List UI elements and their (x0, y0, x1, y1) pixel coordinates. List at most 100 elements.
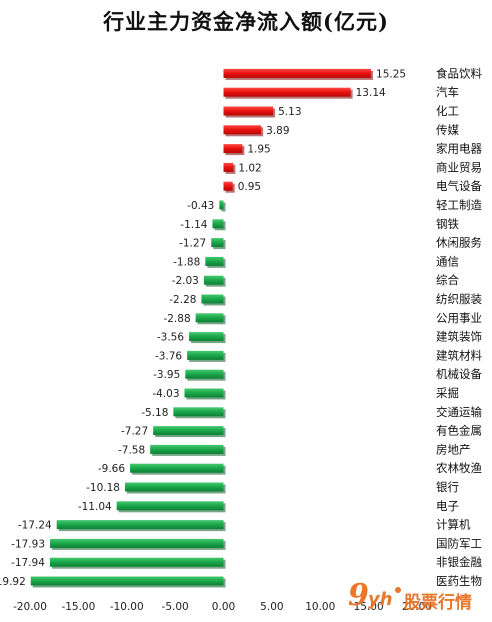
value-label: -2.88 (163, 313, 190, 325)
watermark-text: 股票行情 (404, 592, 472, 613)
value-label: 0.95 (238, 181, 261, 193)
category-label: 非银金融 (436, 555, 482, 569)
bar-电气设备 (223, 181, 233, 191)
bar-建筑装饰 (189, 332, 224, 342)
chart-title: 行业主力资金净流入额(亿元) (103, 9, 389, 34)
value-label: -3.95 (153, 369, 180, 381)
bar-轻工制造 (219, 200, 224, 210)
bar-非银金融 (49, 557, 224, 567)
category-label: 纺织服装 (436, 292, 482, 306)
x-tick-label: 15.00 (354, 601, 384, 613)
category-label: 机械设备 (436, 367, 482, 381)
value-label: -1.88 (173, 256, 200, 268)
category-label: 建筑材料 (436, 348, 482, 362)
category-label: 轻工制造 (436, 198, 482, 212)
bar-汽车 (223, 87, 351, 97)
value-label: 1.02 (238, 162, 261, 174)
bar-电子 (116, 501, 224, 511)
value-label: -1.14 (180, 219, 207, 231)
value-label: -9.66 (98, 463, 125, 475)
category-label: 建筑装饰 (436, 330, 482, 344)
category-label: 家用电器 (436, 142, 482, 156)
category-label: 商业贸易 (436, 160, 482, 174)
category-label: 电气设备 (436, 179, 482, 193)
value-label: -3.56 (157, 332, 184, 344)
category-label: 汽车 (436, 85, 459, 99)
bar-农林牧渔 (130, 463, 224, 473)
category-label: 交通运输 (436, 405, 482, 419)
bar-房地产 (150, 444, 224, 454)
bar-休闲服务 (211, 238, 224, 248)
watermark-digit: 9 (348, 578, 369, 613)
bar-采掘 (184, 388, 224, 398)
category-label: 房地产 (436, 442, 471, 456)
category-label: 国防军工 (436, 536, 482, 550)
value-label: 15.25 (376, 68, 406, 80)
value-label: -17.93 (11, 538, 45, 550)
value-label: -3.76 (155, 350, 182, 362)
bar-钢铁 (212, 219, 224, 229)
value-label: -19.92 (0, 576, 26, 588)
x-tick-label: 10.00 (305, 601, 335, 613)
category-label: 公用事业 (436, 311, 482, 325)
category-label: 医药生物 (436, 574, 482, 588)
category-label: 休闲服务 (436, 236, 482, 250)
x-tick-label: -15.00 (61, 601, 95, 613)
value-label: 5.13 (278, 106, 301, 118)
value-label: -10.18 (86, 482, 120, 494)
x-tick-label: -5.00 (162, 601, 189, 613)
bar-建筑材料 (187, 350, 224, 360)
watermark-logo: 9 yh 股票行情 (348, 578, 472, 613)
category-label: 传媒 (436, 123, 459, 137)
bar-有色金属 (153, 426, 224, 436)
x-tick-label: 20.00 (402, 601, 432, 613)
bar-化工 (223, 106, 274, 116)
category-label: 电子 (436, 499, 459, 513)
bar-银行 (125, 482, 224, 492)
x-tick-label: -10.00 (110, 601, 144, 613)
category-label: 计算机 (436, 518, 471, 532)
value-label: -0.43 (187, 200, 214, 212)
bar-家用电器 (223, 144, 243, 154)
value-label: -7.58 (118, 444, 145, 456)
value-label: -2.03 (172, 275, 199, 287)
value-label: 1.95 (247, 144, 270, 156)
value-label: -17.94 (11, 557, 45, 569)
value-label: -5.18 (141, 407, 168, 419)
value-label: 3.89 (266, 125, 289, 137)
value-label: -4.03 (152, 388, 179, 400)
value-label: -11.04 (78, 501, 112, 513)
bar-机械设备 (185, 369, 224, 379)
category-label: 钢铁 (436, 217, 459, 231)
bar-食品饮料 (223, 68, 372, 78)
bar-纺织服装 (201, 294, 224, 304)
category-label: 通信 (436, 254, 459, 268)
category-label: 农林牧渔 (436, 461, 482, 475)
watermark-dot (395, 587, 401, 593)
category-label: 食品饮料 (436, 66, 482, 80)
category-label: 有色金属 (436, 424, 482, 438)
bar-商业贸易 (223, 162, 234, 172)
value-label: 13.14 (356, 87, 386, 99)
bar-国防军工 (50, 538, 224, 548)
bar-公用事业 (195, 313, 224, 323)
value-label: -17.24 (18, 520, 52, 532)
watermark-latin: yh (368, 589, 393, 610)
bar-通信 (205, 256, 224, 266)
bar-医药生物 (30, 576, 224, 586)
value-label: -7.27 (121, 426, 148, 438)
x-tick-label: -20.00 (13, 601, 47, 613)
bar-计算机 (56, 520, 224, 530)
value-label: -1.27 (179, 238, 206, 250)
category-label: 综合 (436, 273, 459, 287)
x-tick-label: 0.00 (212, 601, 235, 613)
x-tick-label: 5.00 (260, 601, 283, 613)
category-label: 银行 (436, 480, 459, 494)
bar-传媒 (223, 125, 262, 135)
bar-交通运输 (173, 407, 224, 417)
category-label: 化工 (436, 104, 459, 118)
value-label: -2.28 (169, 294, 196, 306)
category-label: 采掘 (436, 386, 459, 400)
bar-综合 (203, 275, 224, 285)
